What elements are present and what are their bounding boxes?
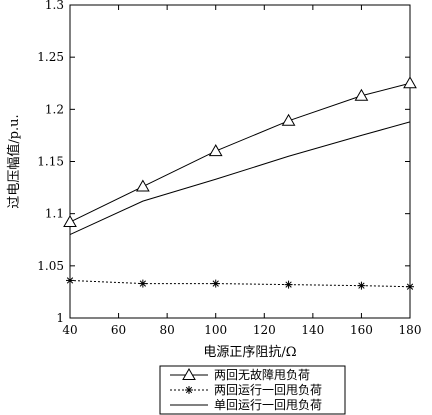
series-2 (66, 276, 414, 291)
x-axis-label: 电源正序阻抗/Ω (203, 345, 296, 360)
y-axis-label: 过电压幅值/p.u. (6, 114, 22, 208)
y-tick-label: 1 (56, 311, 64, 325)
x-tick-label: 60 (111, 323, 126, 337)
plot-area (69, 4, 411, 319)
legend-marker (185, 386, 193, 394)
data-point (138, 279, 147, 288)
data-point (208, 144, 223, 157)
x-tick-label: 80 (160, 323, 175, 337)
series-3 (69, 121, 411, 235)
y-tick-label: 1.1 (45, 207, 64, 221)
x-tick-label: 100 (204, 323, 227, 337)
y-tick-label: 1.2 (45, 102, 64, 116)
data-point (354, 88, 369, 101)
data-point (66, 276, 74, 285)
x-tick-label: 160 (350, 323, 373, 337)
series-line (69, 82, 411, 223)
data-point (135, 179, 150, 192)
series-line (69, 121, 411, 235)
series-layer (63, 76, 417, 291)
y-tick-label: 1.25 (37, 50, 64, 64)
series-line (69, 279, 411, 288)
x-tick-label: 180 (399, 323, 422, 337)
data-point (281, 113, 296, 126)
legend-label: 两回运行一回甩负荷 (214, 383, 322, 397)
axis-ticks: 40 60 80 100 120 140 160 180 1 1.05 1.1 1.15 1.2 1.25… (37, 0, 421, 337)
y-tick-label: 1.05 (37, 259, 64, 273)
data-point (63, 215, 77, 228)
y-tick-label: 1.3 (45, 0, 64, 12)
data-point (211, 279, 220, 288)
x-tick-label: 120 (253, 323, 276, 337)
legend-marker (182, 367, 196, 380)
series-1 (63, 76, 417, 228)
x-tick-label: 40 (62, 323, 77, 337)
y-tick-label: 1.15 (37, 155, 64, 169)
legend-label: 两回无故障甩负荷 (214, 367, 310, 382)
data-point (403, 76, 417, 89)
data-point (406, 282, 414, 291)
x-tick-label: 140 (301, 323, 324, 337)
data-point (284, 280, 293, 289)
data-point (357, 281, 366, 290)
legend-label: 单回运行一回甩负荷 (214, 398, 322, 412)
